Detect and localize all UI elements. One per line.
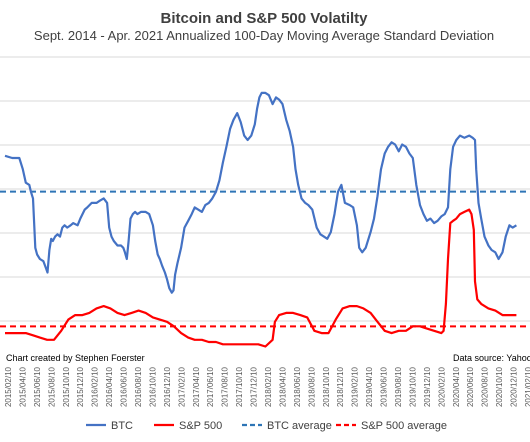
x-tick-label: 2016/12/10 (163, 366, 172, 407)
x-tick-label: 2016/02/10 (91, 366, 100, 407)
credit-left: Chart created by Stephen Foerster (6, 353, 145, 363)
chart-title: Bitcoin and S&P 500 Volatilty (161, 10, 369, 27)
x-tick-label: 2021/02/10 (524, 366, 530, 407)
x-tick-label: 2015/02/10 (4, 366, 13, 407)
x-tick-label: 2017/04/10 (192, 366, 201, 407)
x-tick-label: 2019/02/10 (351, 366, 360, 407)
x-tick-label: 2020/12/10 (510, 366, 519, 407)
x-tick-label: 2020/02/10 (437, 366, 446, 407)
x-tick-label: 2019/08/10 (394, 366, 403, 407)
x-tick-label: 2018/02/10 (264, 366, 273, 407)
chart-subtitle: Sept. 2014 - Apr. 2021 Annualized 100-Da… (34, 28, 494, 43)
x-tick-label: 2018/12/10 (336, 366, 345, 407)
x-tick-label: 2017/02/10 (177, 366, 186, 407)
x-axis-ticks: 2015/02/10 2015/04/10 2015/06/10 2015/08/10… (4, 366, 530, 407)
x-tick-label: 2017/10/10 (235, 366, 244, 407)
legend-label: S&P 500 average (361, 420, 447, 432)
x-tick-label: 2018/08/10 (307, 366, 316, 407)
gridlines (0, 56, 530, 322)
x-tick-label: 2018/04/10 (278, 366, 287, 407)
x-tick-label: 2016/06/10 (120, 366, 129, 407)
x-tick-label: 2015/12/10 (76, 366, 85, 407)
x-tick-label: 2019/06/10 (380, 366, 389, 407)
x-tick-label: 2019/10/10 (408, 366, 417, 407)
legend: BTC S&P 500 BTC average S&P 500 average (86, 420, 447, 432)
x-tick-label: 2017/08/10 (221, 366, 230, 407)
x-tick-label: 2020/06/10 (466, 366, 475, 407)
x-tick-label: 2015/10/10 (62, 366, 71, 407)
x-tick-label: 2018/10/10 (322, 366, 331, 407)
x-tick-label: 2020/08/10 (481, 366, 490, 407)
series-line (4, 91, 517, 294)
x-tick-label: 2019/12/10 (423, 366, 432, 407)
x-tick-label: 2020/10/10 (495, 366, 504, 407)
x-tick-label: 2015/06/10 (33, 366, 42, 407)
legend-label: BTC average (267, 420, 332, 432)
credit-right: Data source: Yahoo (453, 353, 530, 363)
x-tick-label: 2015/04/10 (18, 366, 27, 407)
x-tick-label: 2017/12/10 (250, 366, 259, 407)
series-layer (0, 91, 530, 348)
x-tick-label: 2018/06/10 (293, 366, 302, 407)
credit-background (0, 350, 530, 364)
x-tick-label: 2017/06/10 (206, 366, 215, 407)
legend-label: S&P 500 (179, 420, 222, 432)
x-tick-label: 2020/04/10 (452, 366, 461, 407)
x-tick-label: 2016/08/10 (134, 366, 143, 407)
series-line (5, 208, 517, 348)
x-tick-label: 2019/04/10 (365, 366, 374, 407)
legend-label: BTC (111, 420, 133, 432)
x-tick-label: 2016/04/10 (105, 366, 114, 407)
x-tick-label: 2016/10/10 (148, 366, 157, 407)
x-tick-label: 2015/08/10 (47, 366, 56, 407)
